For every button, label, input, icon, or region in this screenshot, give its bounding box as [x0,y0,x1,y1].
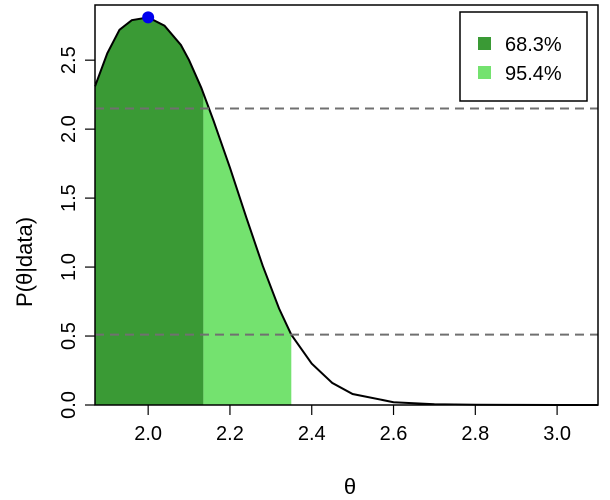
x-tick-label: 2.8 [461,423,489,445]
x-tick-label: 2.2 [216,423,244,445]
legend-label-2: 95.4% [505,63,562,85]
x-axis-label: θ [344,474,356,499]
y-tick-label: 0.5 [58,322,80,350]
legend-swatch-1 [478,37,491,50]
x-tick-label: 2.0 [134,423,162,445]
y-tick-label: 0.0 [58,391,80,419]
legend-swatch-2 [478,66,491,79]
legend: 68.3% 95.4% [459,11,588,102]
y-tick-label: 2.5 [58,46,80,74]
y-tick-label: 2.0 [58,115,80,143]
interval-area-1 [95,17,204,406]
x-tick-label: 2.4 [298,423,326,445]
plot-area [94,11,598,406]
mode-point [142,11,155,24]
legend-box [459,11,588,102]
y-tick-label: 1.5 [58,184,80,212]
x-tick-label: 3.0 [543,423,571,445]
y-axis-label: P(θ|data) [12,217,37,307]
axes: 2.0 2.2 2.4 2.6 2.8 3.0 0.0 0.5 1.0 1.5 2.0 2.5 [58,4,599,445]
y-tick-label: 1.0 [58,253,80,281]
x-tick-label: 2.6 [380,423,408,445]
interval-area-2 [203,93,292,406]
plot-frame [94,4,599,406]
legend-label-1: 68.3% [505,34,562,56]
